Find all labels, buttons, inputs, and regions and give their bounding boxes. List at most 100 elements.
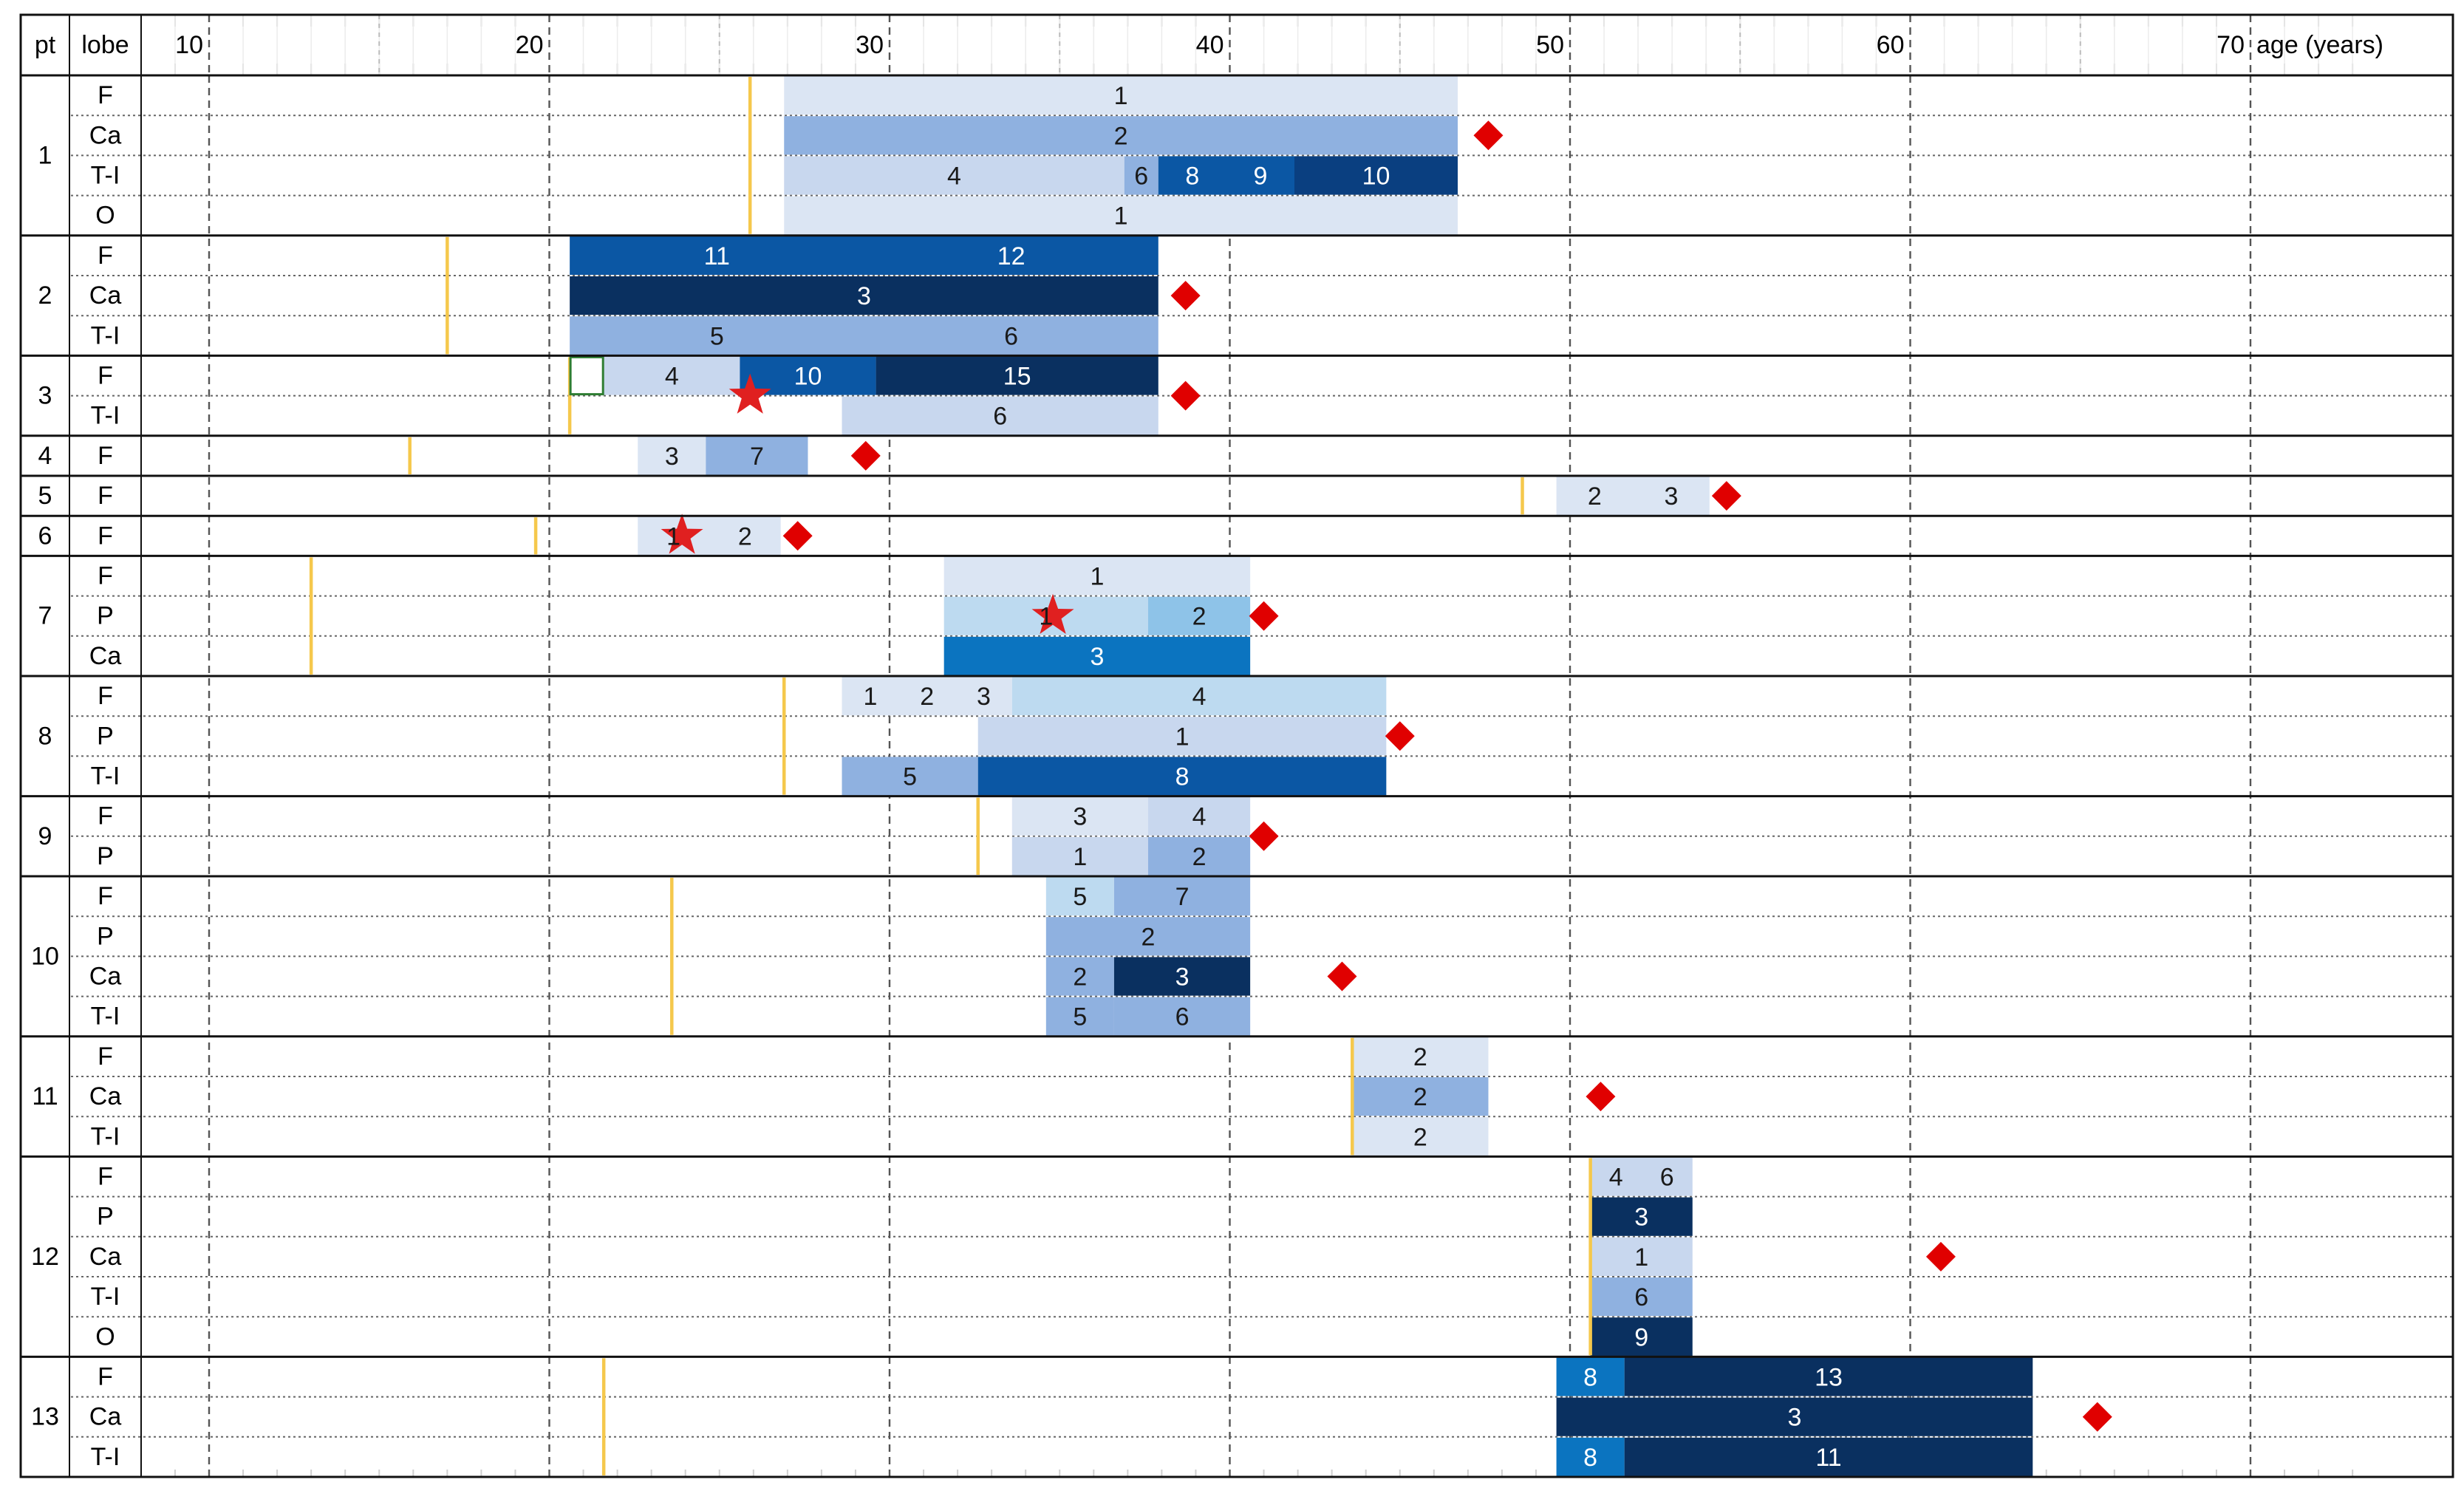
- segment-label: 9: [1253, 163, 1267, 191]
- segment-bar: [1124, 156, 1158, 195]
- segment-bar: [1556, 1357, 1625, 1396]
- segment-label: 4: [947, 163, 961, 191]
- segment-label: 2: [1192, 843, 1207, 871]
- segment-bar: [1045, 877, 1114, 916]
- segment-label: 6: [993, 403, 1007, 431]
- lobe-label: F: [98, 442, 113, 470]
- segment-bar: [943, 636, 1251, 675]
- segment-bar: [842, 757, 978, 796]
- lobe-label: F: [98, 242, 113, 270]
- lobe-label: P: [97, 602, 114, 630]
- lobe-label: F: [98, 482, 113, 510]
- segment-label: 3: [1073, 803, 1087, 831]
- segment-bar: [1556, 1397, 2033, 1436]
- segment-bar: [1352, 1037, 1489, 1076]
- segment-bar: [842, 677, 1012, 716]
- end-diamond-marker: [1586, 1082, 1616, 1112]
- lobe-label: P: [97, 922, 114, 950]
- segment-bar: [977, 717, 1387, 756]
- segment-bar: [1011, 677, 1387, 716]
- segment-label: 11: [1815, 1444, 1841, 1472]
- segment-bar: [876, 356, 1158, 395]
- end-diamond-marker: [1327, 961, 1357, 992]
- segment-label: 2: [738, 522, 752, 550]
- segment-label: 6: [1634, 1283, 1648, 1311]
- segment-label: 9: [1634, 1323, 1648, 1351]
- x-tick-label: 60: [1877, 31, 1905, 59]
- patient-id: 2: [38, 281, 52, 310]
- segment-bar: [570, 276, 1158, 315]
- segment-bar: [1147, 796, 1251, 836]
- segment-label: 1: [1073, 843, 1087, 871]
- lobe-label: O: [95, 202, 115, 230]
- star-marker: [661, 513, 703, 554]
- lobe-label: F: [98, 1363, 113, 1391]
- segment-label: 12: [997, 242, 1025, 270]
- segment-bar: [1045, 917, 1251, 956]
- lobe-label: F: [98, 802, 113, 830]
- segment-label: 3: [1787, 1404, 1801, 1432]
- x-tick-label: 70: [2216, 31, 2245, 59]
- patient-id: 4: [38, 442, 52, 470]
- segment-label: 4: [1609, 1164, 1623, 1192]
- lobe-label: Ca: [89, 1403, 122, 1431]
- segment-label: 2: [1073, 963, 1087, 992]
- star-marker: [1031, 593, 1074, 634]
- segment-label: 1: [1090, 563, 1104, 591]
- grid-layer: [71, 15, 2453, 1477]
- lobe-label: T-I: [91, 321, 120, 349]
- segment-label: 1: [1114, 202, 1128, 231]
- patient-id: 1: [38, 141, 52, 169]
- end-diamond-marker: [782, 521, 813, 551]
- segment-bar: [1556, 477, 1710, 516]
- segment-label: 4: [1192, 803, 1207, 831]
- patient-id: 13: [31, 1403, 59, 1431]
- segment-label: 13: [1815, 1364, 1843, 1392]
- lobe-label: Ca: [89, 281, 122, 310]
- segment-bar: [1556, 1437, 1625, 1476]
- lobe-label: T-I: [91, 1283, 120, 1311]
- segment-label: 2: [1192, 603, 1207, 631]
- segment-bar: [1045, 957, 1114, 996]
- lobe-label: F: [98, 1163, 113, 1191]
- segment-label: 1: [863, 683, 877, 711]
- segment-label: 3: [1665, 482, 1679, 511]
- x-axis-title: age (years): [2256, 31, 2383, 59]
- patient-id: 12: [31, 1243, 59, 1271]
- segment-bar: [1011, 836, 1148, 876]
- segment-bar: [1590, 1277, 1693, 1317]
- segment-bar: [943, 556, 1251, 595]
- x-tick-label: 40: [1196, 31, 1224, 59]
- lobe-label: F: [98, 682, 113, 710]
- segment-bar: [1352, 1117, 1489, 1156]
- segments-layer: [570, 76, 2033, 1476]
- segment-bar: [1147, 836, 1251, 876]
- lobe-label: F: [98, 882, 113, 910]
- end-diamond-marker: [1170, 281, 1201, 311]
- segment-label: 2: [1413, 1123, 1427, 1151]
- segment-label: 3: [1175, 963, 1190, 992]
- lobe-label: F: [98, 362, 113, 390]
- segment-label: 10: [794, 363, 822, 391]
- segment-bar: [638, 516, 781, 556]
- segment-bar: [1113, 997, 1251, 1036]
- segment-bar: [1624, 1357, 2033, 1396]
- lobe-label: F: [98, 81, 113, 109]
- segment-bar: [1158, 156, 1294, 195]
- segment-label: 6: [1004, 322, 1018, 350]
- segment-label: 7: [750, 443, 764, 471]
- segment-bar: [1045, 997, 1114, 1036]
- header-lobe: lobe: [81, 31, 129, 59]
- patient-id: 8: [38, 722, 52, 750]
- table-border: [19, 13, 2454, 1478]
- segment-bar: [784, 76, 1458, 115]
- patient-id: 10: [31, 942, 59, 970]
- segment-bar: [1147, 596, 1251, 635]
- lobe-label: Ca: [89, 121, 122, 149]
- segment-label: 2: [1413, 1043, 1427, 1071]
- segment-bar: [1590, 1237, 1693, 1276]
- segment-label: 2: [1413, 1083, 1427, 1111]
- segment-bar: [977, 757, 1387, 796]
- segment-bar: [1590, 1157, 1693, 1196]
- segment-label: 1: [1634, 1243, 1648, 1272]
